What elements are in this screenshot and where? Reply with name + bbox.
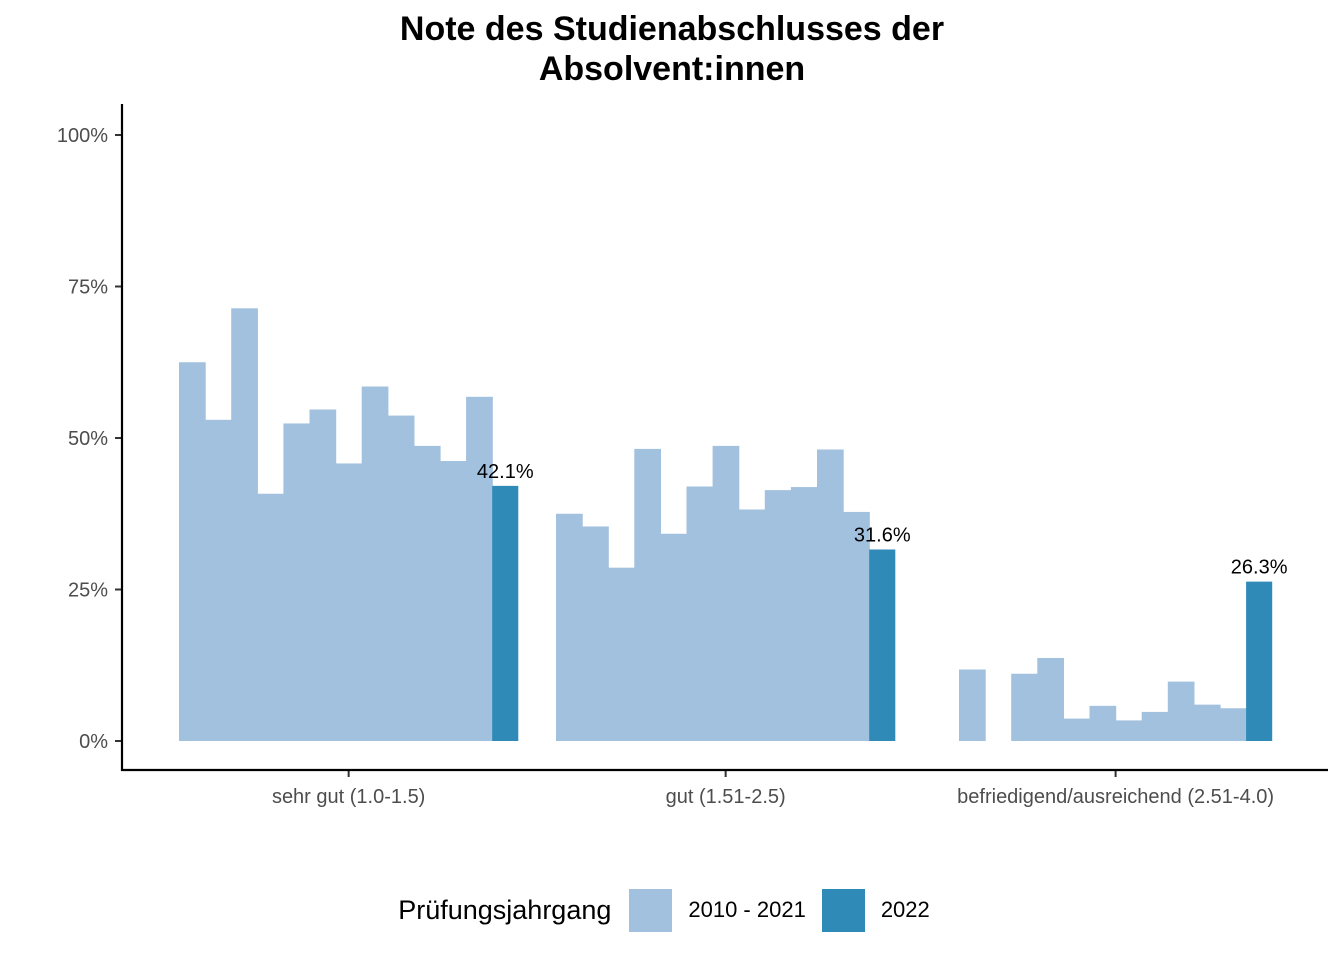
bar-current	[492, 485, 519, 741]
data-label: 42.1%	[477, 461, 534, 483]
data-label: 31.6%	[854, 525, 911, 547]
bar-history	[1193, 704, 1221, 741]
bar-history	[1011, 673, 1038, 741]
bar-history	[556, 513, 583, 741]
bar-history	[790, 487, 818, 741]
bar-history	[440, 461, 467, 741]
bar-history	[843, 511, 870, 741]
bar-history	[1167, 681, 1195, 741]
bar-history	[959, 669, 986, 741]
legend-swatch-history	[629, 888, 673, 932]
legend: Prüfungsjahrgang 2010 - 2021 2022	[0, 885, 1344, 935]
bar-history	[1220, 708, 1247, 741]
y-tick-label: 100%	[57, 125, 108, 147]
y-tick-label: 75%	[68, 277, 108, 299]
bar-current	[1246, 581, 1273, 741]
bar-history	[582, 526, 609, 741]
bar-history	[634, 448, 661, 741]
bar-history	[1063, 718, 1091, 741]
bar-history	[686, 486, 714, 741]
bar-history	[738, 509, 766, 741]
legend-label-current: 2022	[880, 897, 930, 922]
legend-label-history: 2010 - 2021	[688, 897, 806, 922]
bar-history	[413, 445, 441, 741]
bar-history	[1037, 657, 1064, 741]
bar-history	[361, 386, 389, 741]
bar-history	[335, 463, 363, 741]
x-tick-label: sehr gut (1.0-1.5)	[272, 786, 425, 808]
bar-history	[1141, 711, 1169, 741]
bar-history	[1115, 720, 1143, 741]
legend-swatch-current	[821, 888, 865, 932]
x-tick-label: gut (1.51-2.5)	[666, 786, 786, 808]
bar-history	[1089, 705, 1117, 741]
bar-history	[660, 533, 688, 741]
data-label: 26.3%	[1231, 557, 1288, 579]
bar-history	[387, 415, 415, 741]
bar-history	[231, 308, 258, 741]
y-tick-label: 50%	[68, 428, 108, 450]
bar-history	[205, 419, 232, 741]
bar-history	[257, 493, 284, 741]
legend-title: Prüfungsjahrgang	[398, 894, 612, 925]
chart-title: Note des Studienabschlusses der	[399, 10, 945, 48]
plot-area: 42.1% sehr gut (1.0-1.5) 31.6% gut (1.51-2.…	[57, 104, 1328, 808]
bar-history	[309, 409, 337, 741]
bar-current	[869, 549, 896, 741]
bar-history	[179, 362, 206, 741]
bar-history	[283, 423, 311, 741]
bar-history	[712, 445, 740, 741]
x-tick-label: befriedigend/ausreichend (2.51-4.0)	[957, 786, 1274, 808]
bar-history	[764, 490, 792, 741]
y-tick-label: 0%	[79, 731, 108, 753]
y-tick-label: 25%	[68, 580, 108, 602]
bar-history	[608, 567, 635, 741]
bar-history	[466, 396, 493, 741]
chart-subtitle: Absolvent:innen	[538, 50, 806, 88]
bar-history	[817, 449, 844, 741]
